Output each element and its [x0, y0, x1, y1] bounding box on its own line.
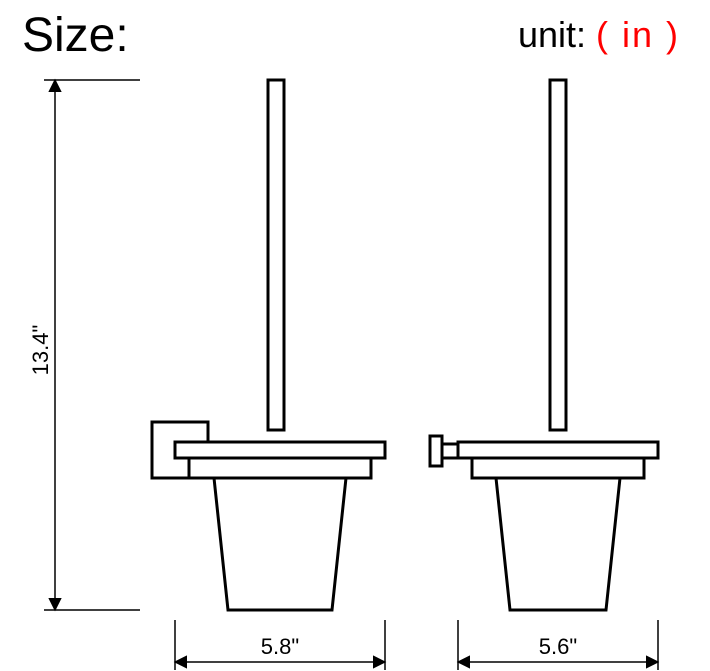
handle-front — [268, 80, 284, 430]
dim-height-label: 13.4" — [28, 325, 53, 376]
bracket-rim-side — [472, 458, 644, 478]
dim-width-side: 5.6" — [458, 620, 658, 670]
header: Size: unit: ( in ) — [0, 8, 710, 68]
side-view — [430, 80, 658, 610]
dim-width-front: 5.8" — [175, 620, 385, 670]
bracket-bar-front — [175, 442, 385, 458]
size-title: Size: — [22, 8, 129, 63]
unit-prefix: unit: — [518, 14, 596, 55]
bracket-rim-front — [189, 458, 371, 478]
bracket-bar-side — [458, 442, 658, 458]
mount-block-side — [430, 436, 442, 466]
cup-front — [214, 478, 346, 610]
diagram-canvas: 13.4" 5.8" 5.6" — [0, 70, 710, 671]
handle-side — [550, 80, 566, 430]
front-view — [152, 80, 385, 610]
unit-label: unit: ( in ) — [518, 14, 680, 56]
dim-width-side-label: 5.6" — [539, 634, 577, 659]
dim-height: 13.4" — [28, 80, 140, 610]
dim-width-front-label: 5.8" — [261, 634, 299, 659]
cup-side — [496, 478, 620, 610]
unit-value: ( in ) — [596, 14, 680, 55]
